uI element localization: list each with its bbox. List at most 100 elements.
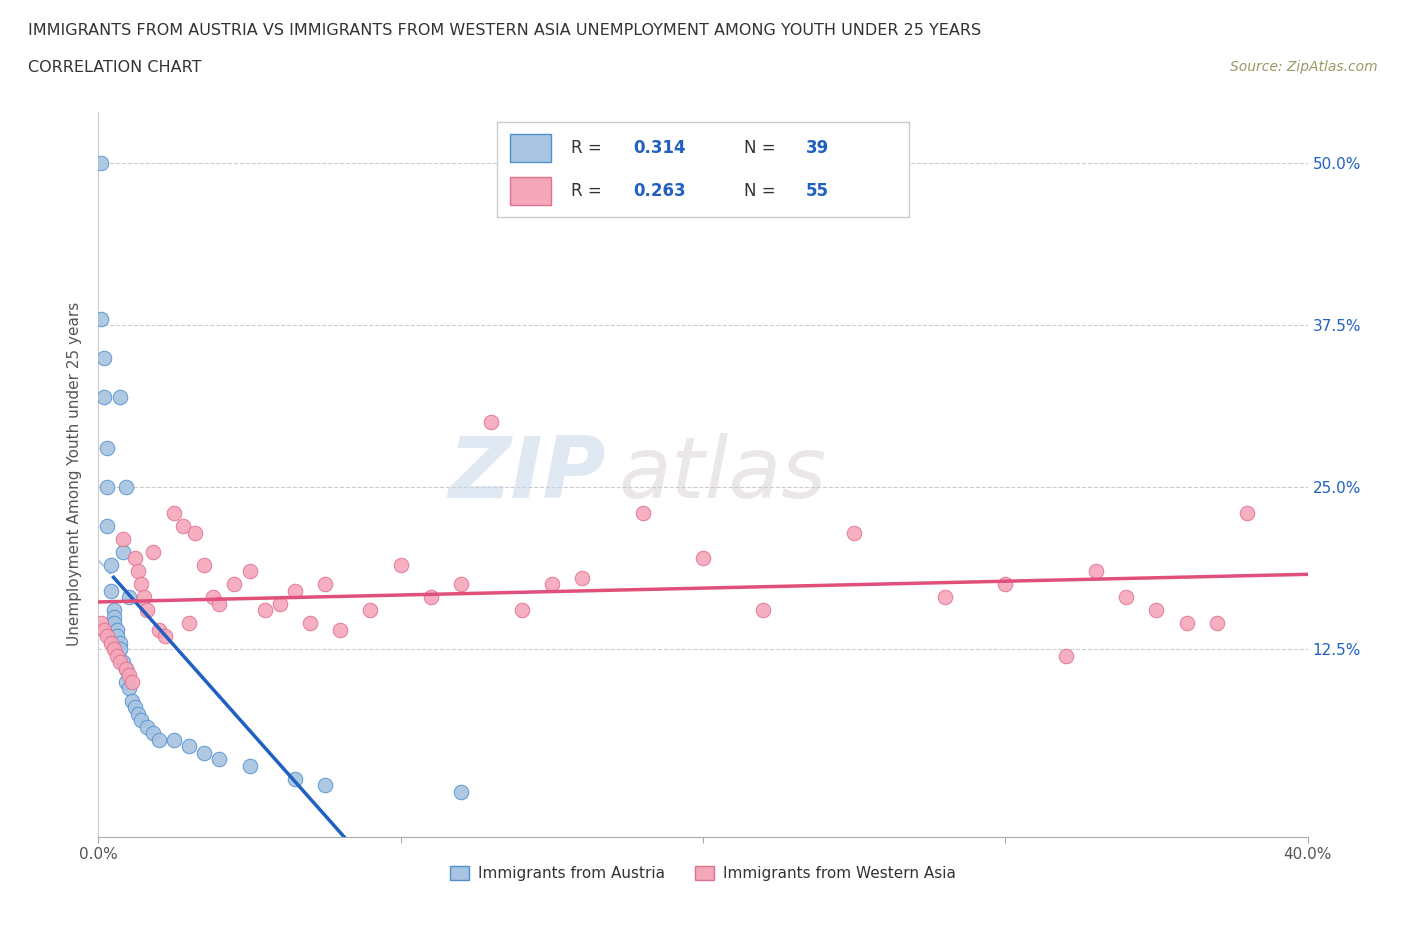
Point bbox=[163, 733, 186, 748]
Point bbox=[1144, 603, 1167, 618]
Point bbox=[329, 622, 352, 637]
Point bbox=[108, 642, 131, 657]
Point bbox=[103, 642, 125, 657]
Point bbox=[1115, 590, 1137, 604]
Point bbox=[631, 506, 654, 521]
Point bbox=[90, 312, 112, 326]
Point bbox=[193, 558, 215, 573]
Point bbox=[148, 733, 170, 748]
Point bbox=[163, 506, 186, 521]
Point bbox=[100, 558, 122, 573]
Point bbox=[121, 694, 143, 709]
Point bbox=[124, 700, 146, 715]
Point bbox=[844, 525, 866, 540]
Point bbox=[299, 616, 322, 631]
Point bbox=[179, 616, 201, 631]
Point bbox=[934, 590, 956, 604]
Point bbox=[284, 583, 307, 598]
Point bbox=[121, 674, 143, 689]
Point bbox=[1054, 648, 1077, 663]
Point bbox=[540, 577, 562, 591]
Point bbox=[93, 351, 115, 365]
Text: ZIP: ZIP bbox=[449, 432, 606, 516]
Point bbox=[114, 661, 136, 676]
Point bbox=[103, 609, 125, 624]
Point bbox=[127, 707, 149, 722]
Point bbox=[314, 777, 336, 792]
Point bbox=[100, 583, 122, 598]
Point bbox=[124, 551, 146, 566]
Point bbox=[105, 629, 128, 644]
Point bbox=[96, 519, 118, 534]
Point bbox=[450, 784, 472, 799]
Point bbox=[111, 532, 134, 547]
Point bbox=[1236, 506, 1258, 521]
Point bbox=[184, 525, 207, 540]
Point bbox=[114, 661, 136, 676]
Point bbox=[208, 596, 231, 611]
Point bbox=[253, 603, 276, 618]
Point bbox=[142, 545, 165, 560]
Point bbox=[114, 480, 136, 495]
Point bbox=[571, 570, 593, 585]
Point bbox=[96, 629, 118, 644]
Point bbox=[284, 771, 307, 786]
Point bbox=[118, 590, 141, 604]
Point bbox=[148, 622, 170, 637]
Point bbox=[90, 156, 112, 171]
Point bbox=[108, 635, 131, 650]
Point bbox=[129, 713, 152, 728]
Point bbox=[752, 603, 775, 618]
Text: IMMIGRANTS FROM AUSTRIA VS IMMIGRANTS FROM WESTERN ASIA UNEMPLOYMENT AMONG YOUTH: IMMIGRANTS FROM AUSTRIA VS IMMIGRANTS FR… bbox=[28, 23, 981, 38]
Point bbox=[481, 415, 503, 430]
Point bbox=[510, 603, 533, 618]
Point bbox=[111, 655, 134, 670]
Point bbox=[450, 577, 472, 591]
Point bbox=[239, 758, 262, 773]
Point bbox=[142, 726, 165, 741]
Point bbox=[692, 551, 714, 566]
Point bbox=[118, 681, 141, 696]
Point bbox=[105, 622, 128, 637]
Y-axis label: Unemployment Among Youth under 25 years: Unemployment Among Youth under 25 years bbox=[67, 302, 83, 646]
Point bbox=[103, 603, 125, 618]
Point bbox=[1175, 616, 1198, 631]
Point bbox=[103, 616, 125, 631]
Point bbox=[994, 577, 1017, 591]
Point bbox=[108, 655, 131, 670]
Point bbox=[132, 590, 155, 604]
Point bbox=[208, 751, 231, 766]
Point bbox=[129, 577, 152, 591]
Legend: Immigrants from Austria, Immigrants from Western Asia: Immigrants from Austria, Immigrants from… bbox=[444, 860, 962, 887]
Point bbox=[179, 738, 201, 753]
Point bbox=[389, 558, 412, 573]
Point bbox=[172, 519, 194, 534]
Point bbox=[135, 603, 157, 618]
Point bbox=[314, 577, 336, 591]
Point bbox=[96, 441, 118, 456]
Text: CORRELATION CHART: CORRELATION CHART bbox=[28, 60, 201, 75]
Point bbox=[93, 622, 115, 637]
Point bbox=[127, 564, 149, 578]
Point bbox=[96, 480, 118, 495]
Point bbox=[93, 389, 115, 404]
Point bbox=[224, 577, 246, 591]
Point bbox=[1085, 564, 1108, 578]
Point bbox=[111, 545, 134, 560]
Point bbox=[118, 668, 141, 683]
Point bbox=[193, 745, 215, 760]
Text: Source: ZipAtlas.com: Source: ZipAtlas.com bbox=[1230, 60, 1378, 74]
Text: atlas: atlas bbox=[619, 432, 827, 516]
Point bbox=[202, 590, 225, 604]
Point bbox=[100, 635, 122, 650]
Point bbox=[108, 389, 131, 404]
Point bbox=[420, 590, 443, 604]
Point bbox=[105, 648, 128, 663]
Point bbox=[269, 596, 291, 611]
Point bbox=[360, 603, 382, 618]
Point bbox=[153, 629, 176, 644]
Point bbox=[239, 564, 262, 578]
Point bbox=[90, 616, 112, 631]
Point bbox=[114, 674, 136, 689]
Point bbox=[135, 720, 157, 735]
